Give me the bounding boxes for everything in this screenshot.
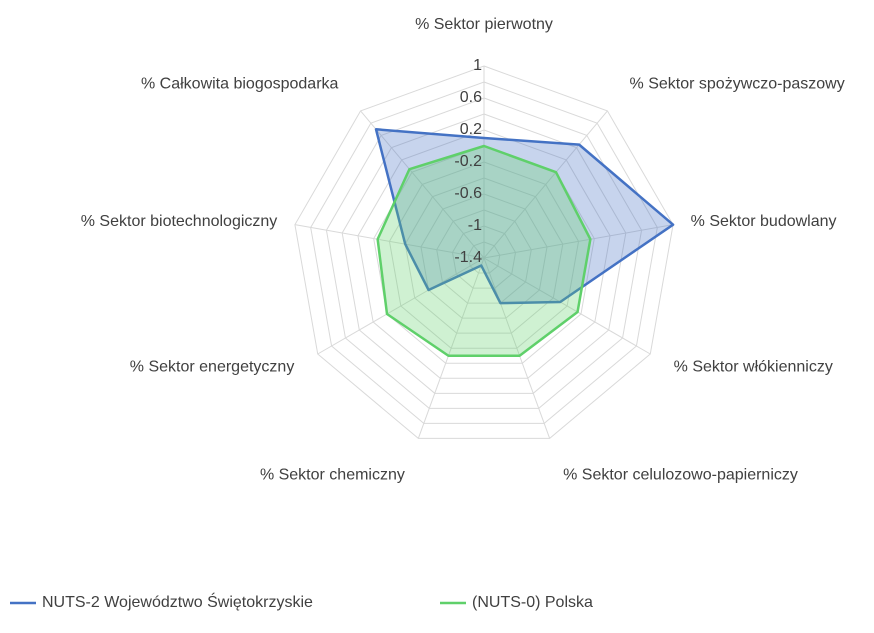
category-label: % Sektor spożywczo-paszowy — [630, 76, 845, 93]
category-label: % Sektor celulozowo-papierniczy — [563, 467, 798, 484]
category-label: % Sektor energetyczny — [130, 359, 295, 376]
series-area — [374, 128, 675, 305]
category-label: % Sektor chemiczny — [260, 467, 405, 484]
axis-tick-label: 1 — [473, 57, 482, 74]
spoke — [483, 257, 551, 439]
grid-ring — [388, 161, 580, 349]
spoke — [483, 257, 651, 355]
axis-tick-label: -1.4 — [454, 249, 482, 266]
series-area — [376, 144, 592, 357]
minor-grid-ring — [310, 81, 658, 424]
grid-ring — [325, 97, 643, 409]
category-label: % Sektor włókienniczy — [674, 359, 833, 376]
spoke — [294, 224, 485, 259]
category-label: % Sektor pierwotny — [415, 16, 553, 33]
grid-ring — [357, 129, 611, 379]
category-label: % Sektor budowlany — [691, 213, 837, 230]
spoke — [483, 110, 608, 259]
grid-ring — [294, 65, 674, 439]
spoke — [483, 224, 674, 259]
category-label: % Całkowita biogospodarka — [141, 76, 339, 93]
axis-tick-label: -1 — [468, 217, 482, 234]
axis-tick-label: 0.2 — [460, 121, 482, 138]
legend-label: (NUTS-0) Polska — [472, 594, 593, 611]
grid-ring — [451, 225, 517, 289]
grid-ring — [420, 193, 548, 319]
axis-tick-label: -0.2 — [454, 153, 482, 170]
spoke — [360, 110, 485, 259]
legend-label: NUTS-2 Województwo Świętokrzyskie — [42, 592, 313, 611]
spoke — [417, 257, 485, 439]
minor-grid-ring — [404, 177, 564, 334]
minor-grid-ring — [436, 209, 532, 304]
spoke — [317, 257, 485, 355]
axis-tick-label: -0.6 — [454, 185, 482, 202]
minor-grid-ring — [341, 113, 627, 394]
category-label: % Sektor biotechnologiczny — [81, 213, 278, 230]
axis-tick-label: 0.6 — [460, 89, 482, 106]
